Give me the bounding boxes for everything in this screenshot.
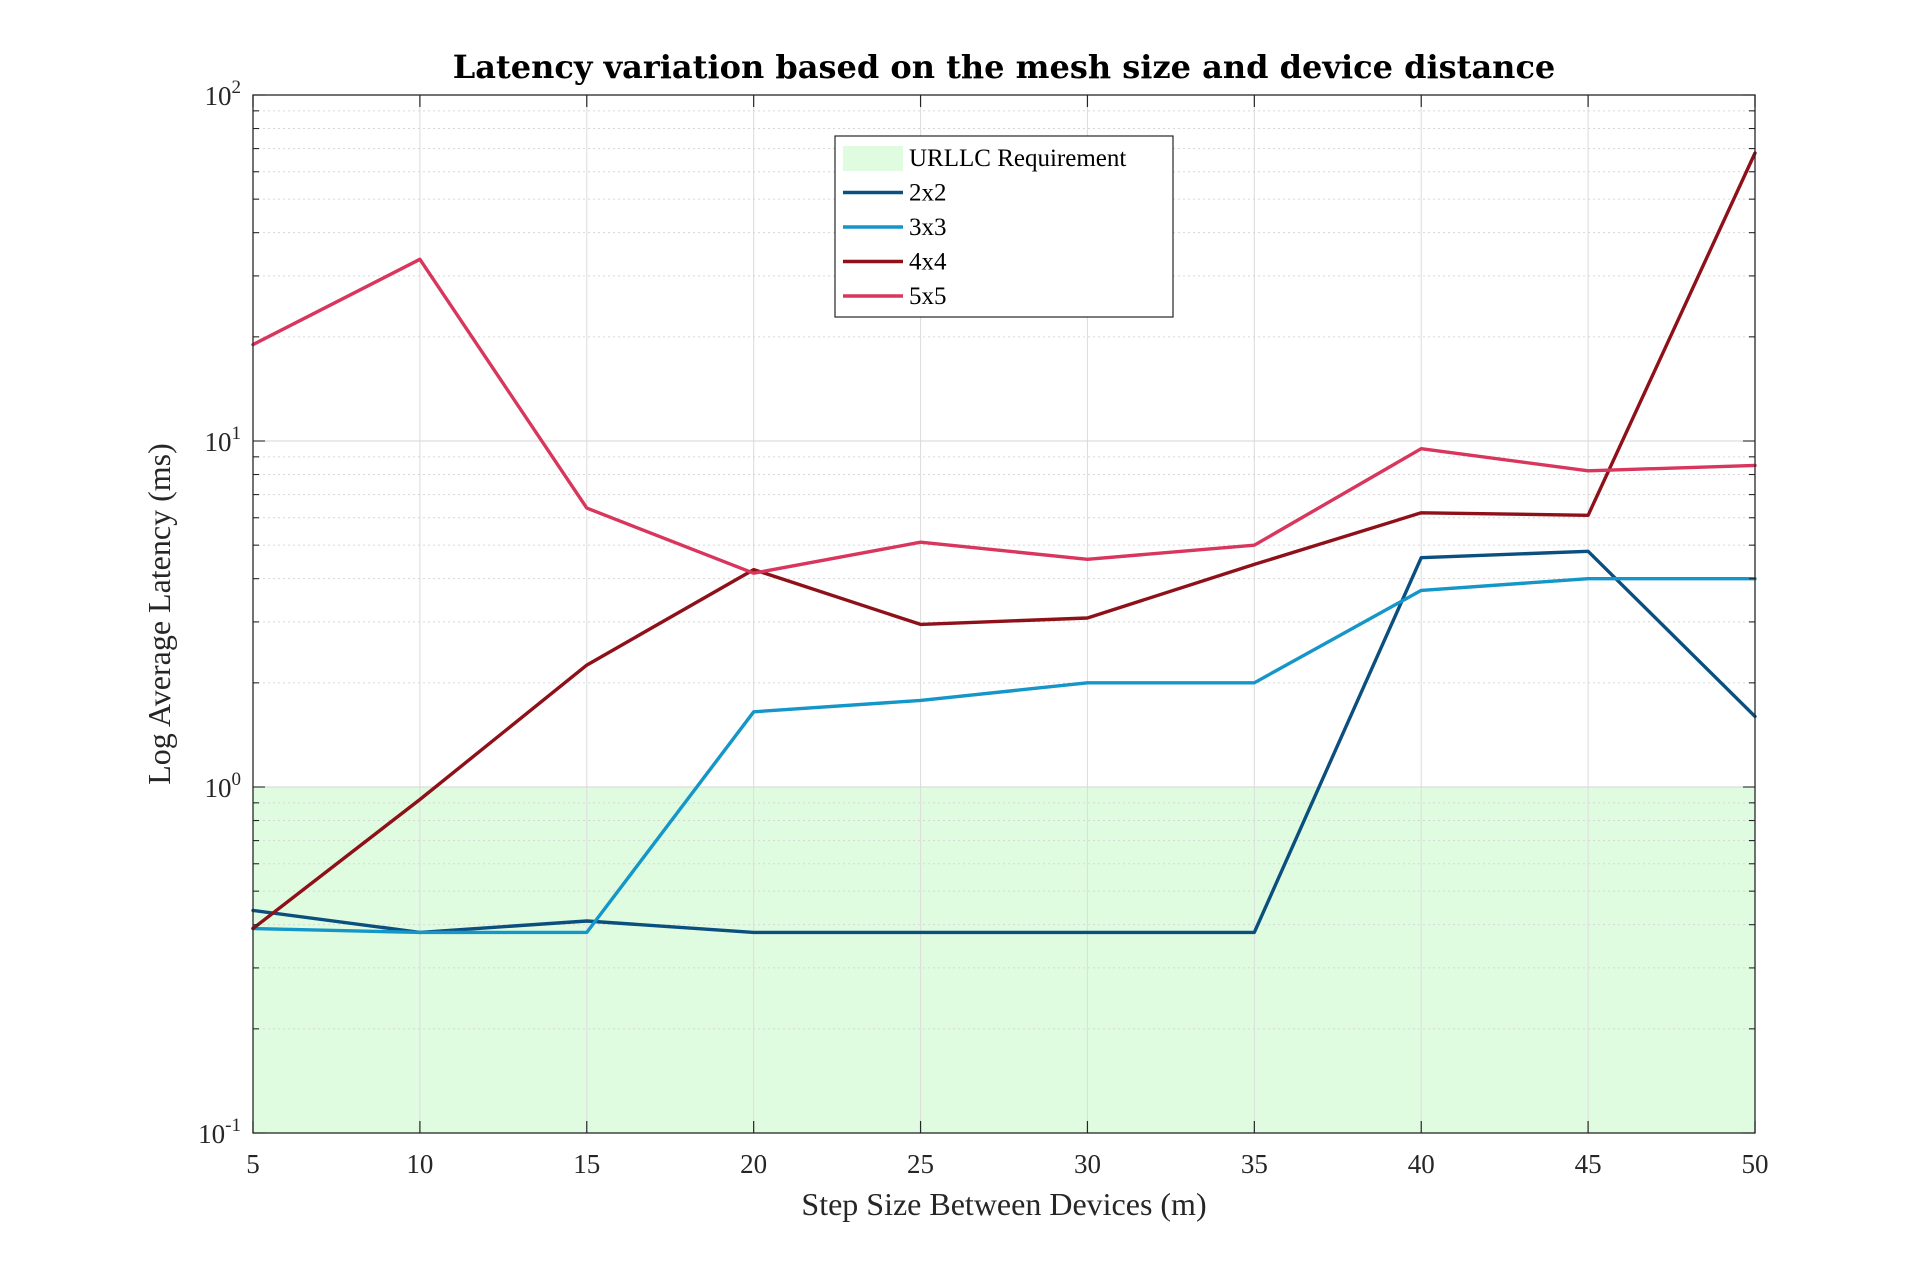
legend-label-5x5: 5x5 — [909, 283, 947, 310]
series-line-4x4 — [251, 151, 1757, 931]
urllc-region — [253, 787, 1755, 1133]
x-tick-label: 20 — [740, 1149, 767, 1179]
series-line-3x3 — [251, 577, 1757, 935]
x-tick-label: 15 — [573, 1149, 600, 1179]
x-tick-label: 5 — [246, 1149, 260, 1179]
legend-swatch-region — [843, 146, 903, 171]
x-tick-label: 40 — [1408, 1149, 1435, 1179]
legend: URLLC Requirement 2x2 3x3 4x4 5x5 — [834, 135, 1174, 318]
grid-layer — [253, 95, 1755, 1133]
legend-label-4x4: 4x4 — [909, 249, 947, 276]
x-tick-label: 45 — [1575, 1149, 1602, 1179]
series-line-2x2 — [251, 549, 1757, 935]
chart-title: Latency variation based on the mesh size… — [453, 48, 1556, 86]
y-tick-label: 102 — [205, 77, 242, 111]
x-tick-labels: 5 10 15 20 25 30 35 40 45 50 — [246, 1149, 1768, 1179]
x-tick-label: 30 — [1074, 1149, 1101, 1179]
x-tick-label: 10 — [406, 1149, 433, 1179]
tick-marks-layer — [252, 94, 1756, 1134]
series-layer — [251, 151, 1757, 935]
y-tick-label: 101 — [205, 423, 242, 457]
y-tick-label: 10-1 — [198, 1115, 241, 1149]
y-tick-label: 100 — [205, 769, 242, 803]
y-tick-labels: 10-1 100 101 102 — [198, 77, 241, 1149]
plot-frame — [252, 94, 1756, 1134]
region-layer — [253, 787, 1755, 1133]
x-tick-label: 35 — [1241, 1149, 1268, 1179]
series-line-5x5 — [251, 257, 1757, 575]
x-tick-label: 25 — [907, 1149, 934, 1179]
legend-label-3x3: 3x3 — [909, 214, 947, 241]
x-axis-label: Step Size Between Devices (m) — [801, 1186, 1206, 1222]
legend-label-2x2: 2x2 — [909, 180, 947, 207]
x-tick-label: 50 — [1742, 1149, 1769, 1179]
legend-label-region: URLLC Requirement — [909, 145, 1126, 172]
y-axis-label: Log Average Latency (ms) — [141, 443, 177, 784]
